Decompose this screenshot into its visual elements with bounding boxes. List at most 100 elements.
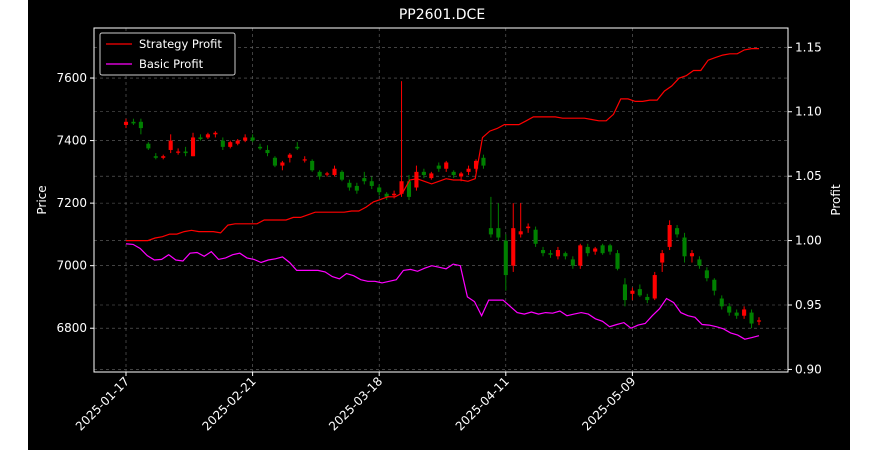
candle-body bbox=[615, 253, 620, 269]
candle-body bbox=[161, 156, 166, 158]
candle-body bbox=[421, 171, 426, 175]
candle-body bbox=[622, 284, 628, 301]
candle-body bbox=[325, 173, 330, 175]
candle-body bbox=[272, 157, 277, 166]
y-left-tick-label: 7000 bbox=[56, 259, 87, 273]
candle-body bbox=[503, 240, 508, 276]
candle-body bbox=[339, 171, 345, 180]
strategy-profit-line bbox=[126, 47, 759, 242]
candle-body bbox=[377, 187, 382, 193]
x-tick-label: 2025-02-21 bbox=[200, 374, 259, 433]
candle-body bbox=[153, 156, 158, 158]
candle-body bbox=[712, 279, 717, 291]
candle-body bbox=[198, 137, 203, 140]
candle-body bbox=[243, 137, 248, 141]
y-right-tick-label: 1.05 bbox=[795, 169, 822, 183]
candle-body bbox=[630, 290, 635, 294]
y-left-tick-label: 7400 bbox=[56, 134, 87, 148]
candle-body bbox=[518, 231, 523, 235]
candle-body bbox=[540, 250, 546, 254]
candle-body bbox=[697, 259, 702, 266]
candle-body bbox=[302, 159, 307, 161]
candle-body bbox=[689, 253, 695, 257]
candle-body bbox=[563, 253, 568, 257]
candle-body bbox=[742, 309, 747, 316]
candle-body bbox=[719, 298, 724, 307]
y-right-tick-label: 0.90 bbox=[795, 362, 822, 376]
x-tick-label: 2025-01-17 bbox=[73, 374, 132, 433]
candle-body bbox=[600, 245, 605, 254]
candle-body bbox=[727, 306, 732, 313]
y-axis-left-label: Price bbox=[35, 185, 49, 214]
candle-body bbox=[734, 312, 739, 316]
candle-body bbox=[205, 134, 210, 138]
candle-body bbox=[459, 173, 464, 177]
candle-body bbox=[168, 140, 173, 150]
candle-body bbox=[317, 171, 322, 177]
legend-strategy-label: Strategy Profit bbox=[139, 37, 222, 51]
candle-body bbox=[444, 162, 449, 169]
candle-body bbox=[675, 228, 680, 235]
candle-body bbox=[369, 181, 374, 186]
candle-body bbox=[429, 173, 434, 179]
candle-body bbox=[466, 168, 471, 172]
profit-lines bbox=[125, 47, 760, 340]
candle-body bbox=[481, 157, 486, 166]
candle-body bbox=[637, 289, 642, 296]
y-axis-right-label: Profit bbox=[829, 184, 843, 216]
y-right-tick-label: 1.10 bbox=[795, 105, 822, 119]
candle-body bbox=[265, 149, 270, 154]
candle-body bbox=[362, 178, 367, 182]
candle-body bbox=[704, 270, 709, 279]
candle-body bbox=[347, 182, 352, 188]
candle-body bbox=[235, 140, 240, 144]
candle-body bbox=[287, 154, 292, 158]
candle-body bbox=[310, 160, 315, 171]
candle-body bbox=[176, 151, 181, 153]
candle-body bbox=[608, 245, 613, 252]
candle-body bbox=[593, 248, 598, 252]
y-right-tick-label: 1.15 bbox=[795, 40, 822, 54]
candle-body bbox=[682, 237, 687, 257]
chart-svg: PP2601.DCE 2025-01-17 2025-02-21 2025-03-1… bbox=[35, 7, 843, 433]
candle-body bbox=[392, 193, 397, 196]
x-tick-label: 2025-04-11 bbox=[453, 374, 512, 433]
candle-body bbox=[473, 160, 479, 169]
y-left-tick-label: 7600 bbox=[56, 71, 87, 85]
x-tick-label: 2025-03-18 bbox=[326, 374, 385, 433]
candle-body bbox=[496, 228, 501, 238]
candle-body bbox=[645, 296, 650, 301]
candle-body bbox=[354, 185, 359, 191]
candle-body bbox=[652, 275, 657, 299]
candle-body bbox=[228, 142, 233, 147]
candle-body bbox=[660, 253, 665, 263]
grid-lines bbox=[94, 28, 788, 372]
chart-title: PP2601.DCE bbox=[399, 7, 485, 23]
candle-body bbox=[585, 246, 590, 254]
candle-body bbox=[295, 146, 300, 149]
candle-body bbox=[138, 121, 143, 129]
candle-body bbox=[511, 228, 516, 266]
candle-body bbox=[384, 193, 389, 197]
candle-body bbox=[250, 137, 255, 141]
candle-body bbox=[548, 253, 553, 255]
y-right-tick-label: 0.95 bbox=[795, 298, 822, 312]
candle-body bbox=[399, 181, 404, 194]
candle-body bbox=[578, 245, 583, 266]
candle-body bbox=[533, 229, 538, 244]
legend-basic-label: Basic Profit bbox=[139, 57, 204, 71]
candle-body bbox=[183, 151, 188, 154]
candle-body bbox=[414, 171, 419, 188]
candle-body bbox=[213, 132, 218, 135]
basic-profit-line bbox=[125, 243, 760, 340]
candlesticks bbox=[123, 81, 762, 329]
y-left-tick-label: 6800 bbox=[56, 321, 87, 335]
candle-body bbox=[406, 181, 412, 197]
candle-body bbox=[190, 137, 196, 157]
candle-body bbox=[123, 121, 129, 125]
candle-body bbox=[451, 171, 456, 175]
candle-body bbox=[570, 259, 575, 266]
plot-frame bbox=[93, 27, 789, 373]
candle-body bbox=[436, 165, 441, 169]
axes: 2025-01-17 2025-02-21 2025-03-18 2025-04-11… bbox=[56, 40, 821, 433]
